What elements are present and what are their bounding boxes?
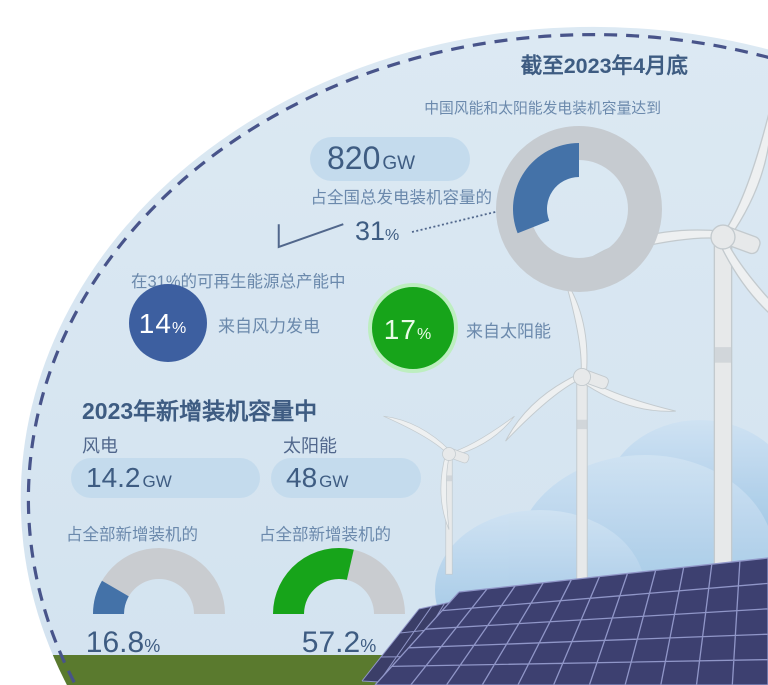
svg-text:太阳能: 太阳能 — [283, 436, 337, 456]
svg-text:来自风力发电: 来自风力发电 — [218, 317, 320, 336]
svg-text:中国风能和太阳能发电装机容量达到: 中国风能和太阳能发电装机容量达到 — [424, 100, 661, 117]
svg-text:占全部新增装机的: 占全部新增装机的 — [259, 525, 391, 544]
svg-text:截至2023年4月底: 截至2023年4月底 — [521, 53, 689, 78]
svg-text:风电: 风电 — [82, 436, 118, 456]
svg-text:2023年新增装机容量中: 2023年新增装机容量中 — [82, 398, 317, 424]
svg-text:占全部新增装机的: 占全部新增装机的 — [66, 525, 198, 544]
svg-text:来自太阳能: 来自太阳能 — [466, 322, 551, 341]
svg-text:占全国总发电装机容量的: 占全国总发电装机容量的 — [311, 188, 493, 207]
